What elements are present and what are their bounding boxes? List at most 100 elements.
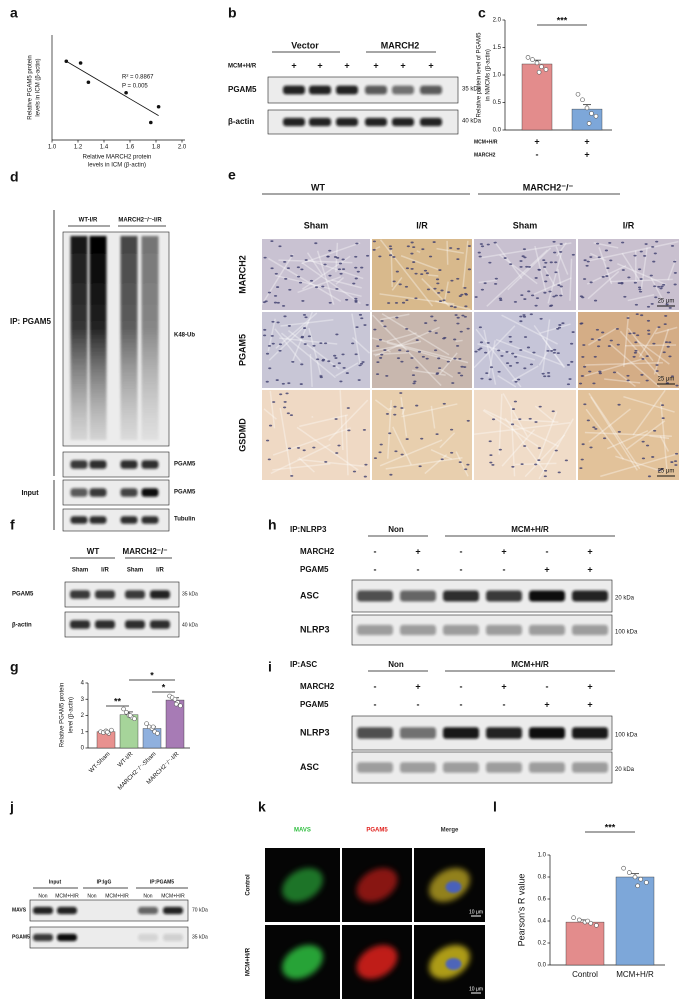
nucleus <box>267 458 271 461</box>
fiber <box>279 337 338 345</box>
fiber <box>387 400 392 459</box>
nucleus <box>480 245 485 248</box>
nucleus <box>355 242 359 245</box>
fiber <box>533 325 565 368</box>
group-header: WT <box>311 182 325 192</box>
nucleus <box>580 375 584 377</box>
fiber <box>424 454 448 475</box>
nucleus <box>647 475 652 478</box>
nucleus <box>586 260 590 263</box>
column-label: Merge <box>441 828 459 834</box>
fiber <box>308 327 322 375</box>
nucleus <box>556 352 560 355</box>
nucleus <box>508 335 512 338</box>
nucleus <box>273 301 278 304</box>
condition-mark: - <box>460 546 463 556</box>
nucleus <box>432 241 436 243</box>
nucleus <box>358 364 362 367</box>
nucleus <box>545 274 549 277</box>
fiber <box>335 276 345 285</box>
size-label: 100 kDa <box>615 733 638 739</box>
nucleus <box>580 458 584 461</box>
fiber <box>588 408 631 443</box>
nucleus <box>561 322 565 325</box>
nucleus <box>633 281 637 284</box>
nucleus <box>523 256 527 259</box>
nucleus <box>660 285 664 288</box>
nucleus <box>519 260 523 262</box>
input-label: Input <box>21 490 39 497</box>
panel-label: e <box>228 167 236 183</box>
nucleus <box>548 290 552 293</box>
nucleus <box>363 324 367 326</box>
fiber <box>275 312 318 349</box>
nucleus <box>523 367 527 370</box>
nucleus <box>634 341 638 344</box>
nucleus <box>458 295 462 297</box>
blot-frame <box>351 751 613 784</box>
nucleus <box>647 333 651 335</box>
blot-band <box>572 727 608 739</box>
nucleus <box>552 240 556 243</box>
fiber <box>623 395 675 413</box>
nucleus <box>510 423 515 426</box>
nucleus <box>497 370 501 373</box>
blot-band <box>95 590 115 599</box>
nucleus <box>542 259 546 262</box>
fiber <box>619 330 663 380</box>
blot-frame <box>351 614 613 646</box>
nucleus <box>389 473 393 476</box>
fiber <box>373 352 409 356</box>
nucleus <box>608 242 612 244</box>
condition-mark: + <box>587 699 592 709</box>
nucleus <box>440 458 444 461</box>
nucleus <box>360 317 364 320</box>
nucleus <box>338 262 343 265</box>
nucleus <box>278 245 282 248</box>
nucleus <box>670 244 675 247</box>
nucleus <box>351 342 355 345</box>
nucleus <box>509 263 513 265</box>
nucleus <box>597 338 601 341</box>
nucleus <box>654 296 658 299</box>
row-label: PGAM5 <box>300 700 329 709</box>
nucleus <box>363 475 367 478</box>
fiber <box>275 274 362 298</box>
fiber <box>381 313 450 356</box>
ihc-image <box>474 239 576 310</box>
nucleus <box>447 291 451 294</box>
nucleus <box>595 242 600 245</box>
nucleus <box>365 304 369 306</box>
point <box>594 923 599 928</box>
row-label: Tubulin <box>174 517 196 523</box>
nucleus <box>559 285 563 288</box>
nucleus <box>405 299 409 302</box>
fiber <box>604 378 641 384</box>
nucleus <box>421 248 425 251</box>
condition-mark: + <box>584 136 589 146</box>
nucleus <box>505 362 510 365</box>
nucleus <box>463 286 467 289</box>
nucleus <box>275 379 279 381</box>
nucleus <box>337 362 341 365</box>
nucleus <box>546 371 551 374</box>
nucleus <box>455 344 460 347</box>
nucleus <box>535 297 540 300</box>
nucleus <box>433 319 437 322</box>
nucleus <box>653 285 657 288</box>
nucleus <box>519 349 523 351</box>
blot-band <box>141 460 159 469</box>
nucleus <box>299 383 303 385</box>
fiber <box>473 422 571 435</box>
condition-mark: - <box>536 149 539 159</box>
panel-label: i <box>268 659 272 675</box>
nucleus <box>283 260 287 263</box>
nucleus <box>395 270 399 273</box>
blot-band <box>57 933 77 942</box>
nucleus <box>564 459 568 462</box>
fiber <box>428 274 439 277</box>
nucleus <box>570 360 574 363</box>
nucleus <box>617 430 621 433</box>
fiber <box>385 456 463 470</box>
y-tick-label: 2.0 <box>493 18 502 24</box>
